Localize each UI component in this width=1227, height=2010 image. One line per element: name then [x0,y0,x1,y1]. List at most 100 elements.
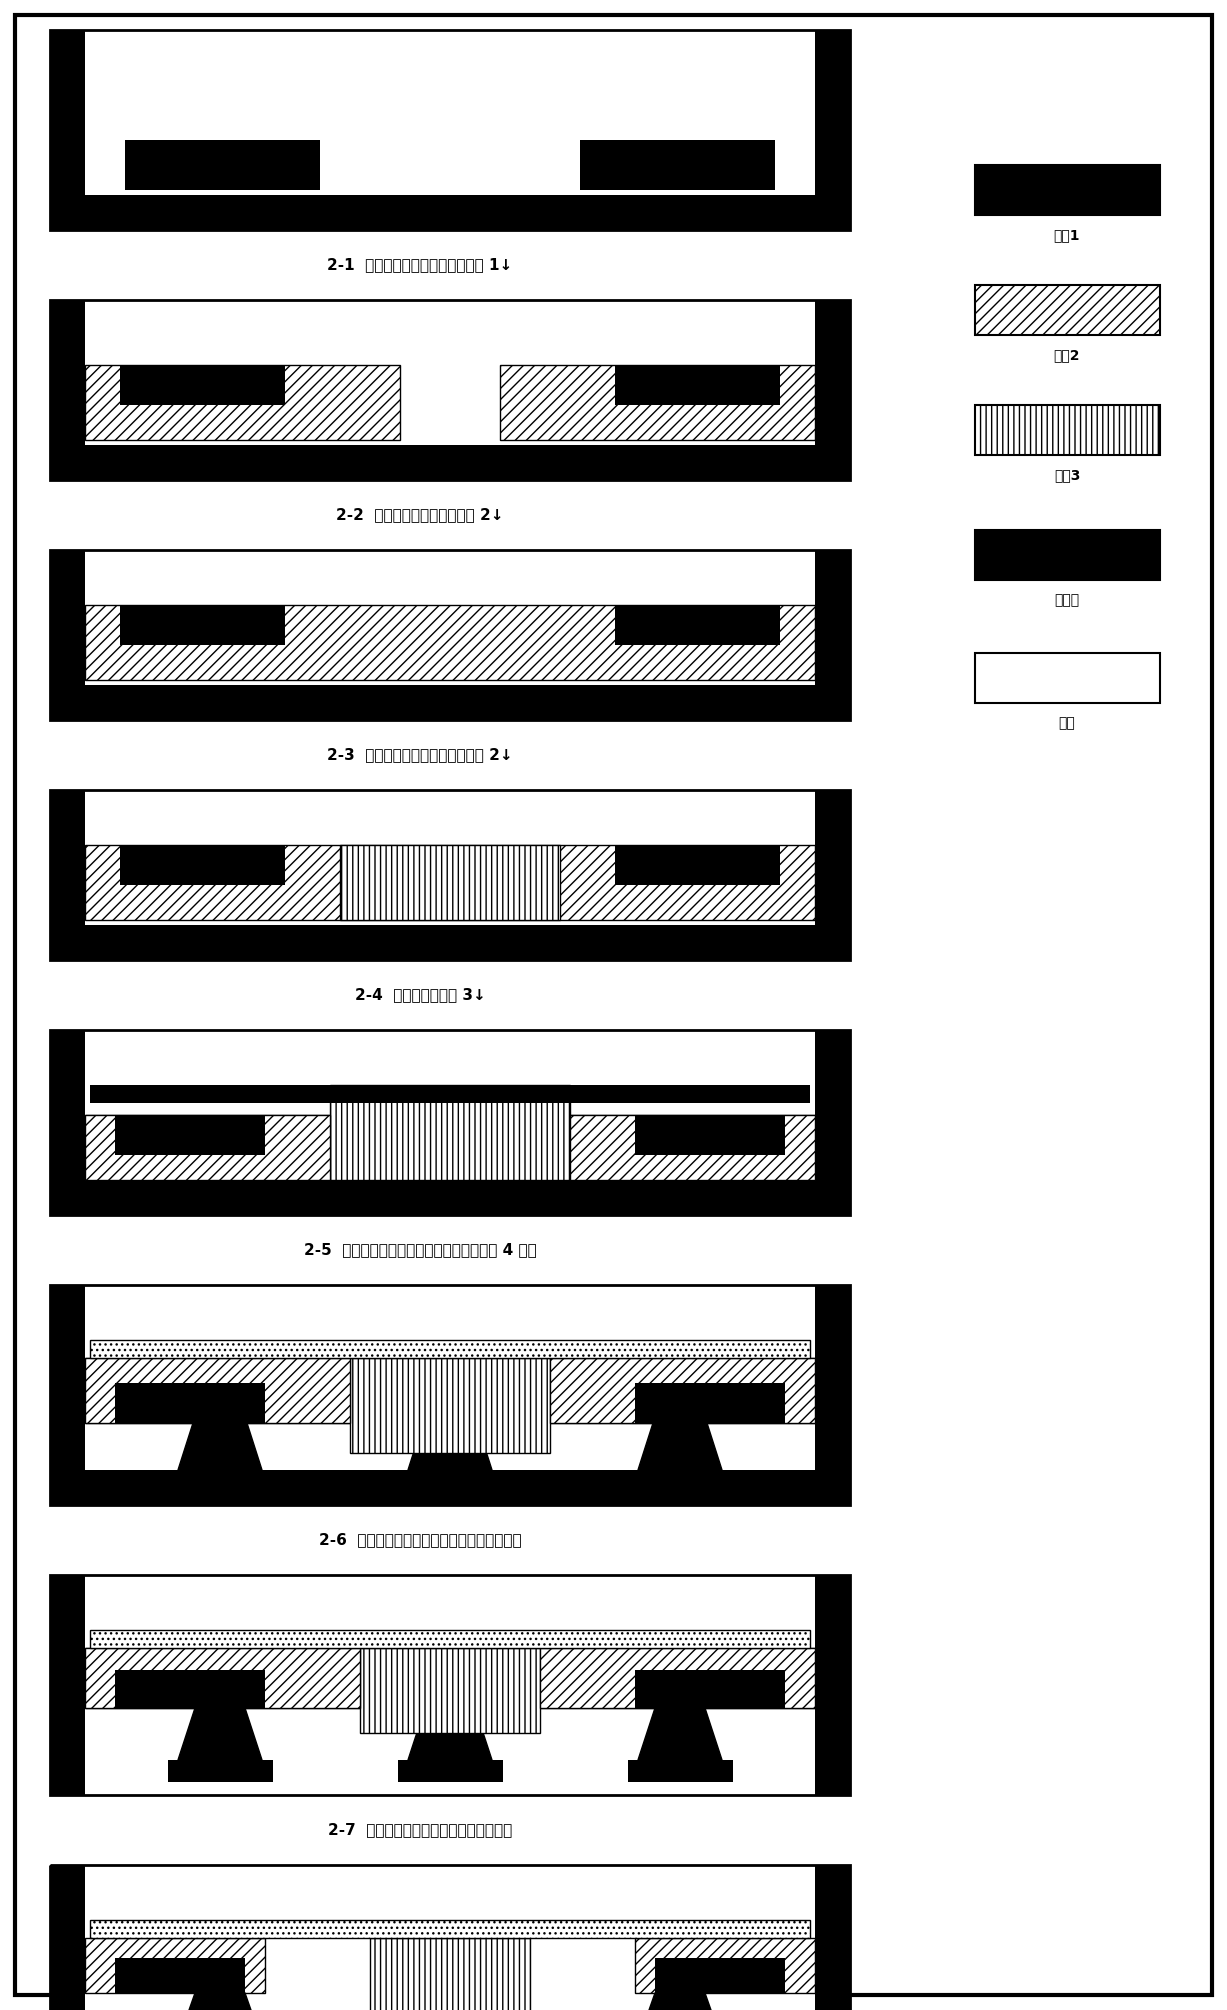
Bar [85,1359,815,1423]
Bar [85,844,815,921]
Bar [85,1648,360,1708]
Bar [85,1116,330,1180]
Text: 贴底: 贴底 [1059,716,1075,730]
Bar [90,1630,810,1648]
Bar [815,30,850,229]
Bar [975,165,1160,215]
Bar [615,366,780,404]
Bar [120,605,285,645]
Bar [50,1029,85,1214]
Bar [371,1938,530,2010]
Bar [50,1576,850,1795]
Bar [398,1469,503,1489]
Bar [50,299,85,480]
Polygon shape [405,1994,494,2010]
Bar [815,1284,850,1505]
Bar [120,366,285,404]
Text: 2-6  进行器件背面剖饰，并完成上下电极引出: 2-6 进行器件背面剖饰，并完成上下电极引出 [319,1532,521,1548]
Bar [85,1648,815,1708]
Text: 2-2  淠积并图形化牢性层金属 2↓: 2-2 淠积并图形化牢性层金属 2↓ [336,507,504,523]
Bar [499,366,815,440]
Bar [50,1576,85,1795]
Bar [50,925,850,961]
Bar [580,141,775,191]
Bar [550,1359,815,1423]
Text: 2-7  牢性层层饰，释放平板及折叠梁结构: 2-7 牢性层层饰，释放平板及折叠梁结构 [328,1823,512,1837]
Bar [50,1180,850,1214]
Bar [628,1761,733,1783]
Bar [815,1029,850,1214]
Bar [50,1284,850,1505]
Bar [90,1920,810,1938]
Bar [50,1761,180,1795]
Text: 金属2: 金属2 [1054,348,1080,362]
Bar [50,1469,850,1505]
Bar [115,1383,265,1423]
Polygon shape [178,1708,263,1761]
Bar [85,605,815,679]
Bar [50,195,850,229]
Bar [85,1029,815,1180]
Text: 金属1: 金属1 [1054,227,1080,241]
Bar [50,1865,850,2010]
Bar [398,1761,503,1783]
Bar [50,1284,85,1505]
Bar [815,1865,850,2010]
Bar [125,141,320,191]
Bar [50,790,85,961]
Bar [540,1648,815,1708]
Bar [50,685,850,720]
Polygon shape [638,1423,721,1469]
Bar [330,1085,571,1180]
Bar [85,1359,350,1423]
Bar [636,1938,815,1994]
Bar [655,1958,785,1994]
Bar [85,30,815,195]
Bar [636,1383,785,1423]
Bar [975,531,1160,581]
Bar [85,551,815,685]
Bar [85,790,815,925]
Bar [975,653,1160,703]
Text: 2-5  淠积绕缘层，在其上淠积并图形化金属 4 剂图: 2-5 淠积绕缘层，在其上淠积并图形化金属 4 剂图 [303,1242,536,1258]
Bar [720,1761,850,1795]
Bar [815,790,850,961]
Bar [50,1865,85,2010]
Bar [50,790,850,961]
Bar [615,844,780,884]
Bar [85,1576,815,1795]
Bar [50,551,850,720]
Bar [340,844,560,921]
Polygon shape [636,1994,725,2010]
Bar [636,1670,785,1708]
Bar [815,299,850,480]
Bar [975,404,1160,454]
Polygon shape [178,1423,263,1469]
Polygon shape [409,1423,492,1469]
Bar [50,444,850,480]
Bar [815,1576,850,1795]
Bar [50,30,850,229]
Bar [168,1469,272,1489]
Bar [815,551,850,720]
Bar [115,1116,265,1156]
Bar [168,1761,272,1783]
Text: 金属3: 金属3 [1054,468,1080,482]
Bar [50,30,85,229]
Bar [85,299,815,444]
Bar [975,285,1160,336]
Bar [120,844,285,884]
Bar [85,1938,265,1994]
Text: 绕缘层: 绕缘层 [1054,593,1080,607]
Text: 2-4  电镇上电极金属 3↓: 2-4 电镇上电极金属 3↓ [355,987,486,1003]
Bar [115,1670,265,1708]
Bar [90,1085,810,1103]
Bar [90,1341,810,1359]
Polygon shape [638,1708,721,1761]
Bar [360,1648,540,1733]
Bar [50,551,85,720]
Bar [85,366,400,440]
Bar [350,1359,550,1453]
Bar [571,1116,815,1180]
Bar [636,1116,785,1156]
